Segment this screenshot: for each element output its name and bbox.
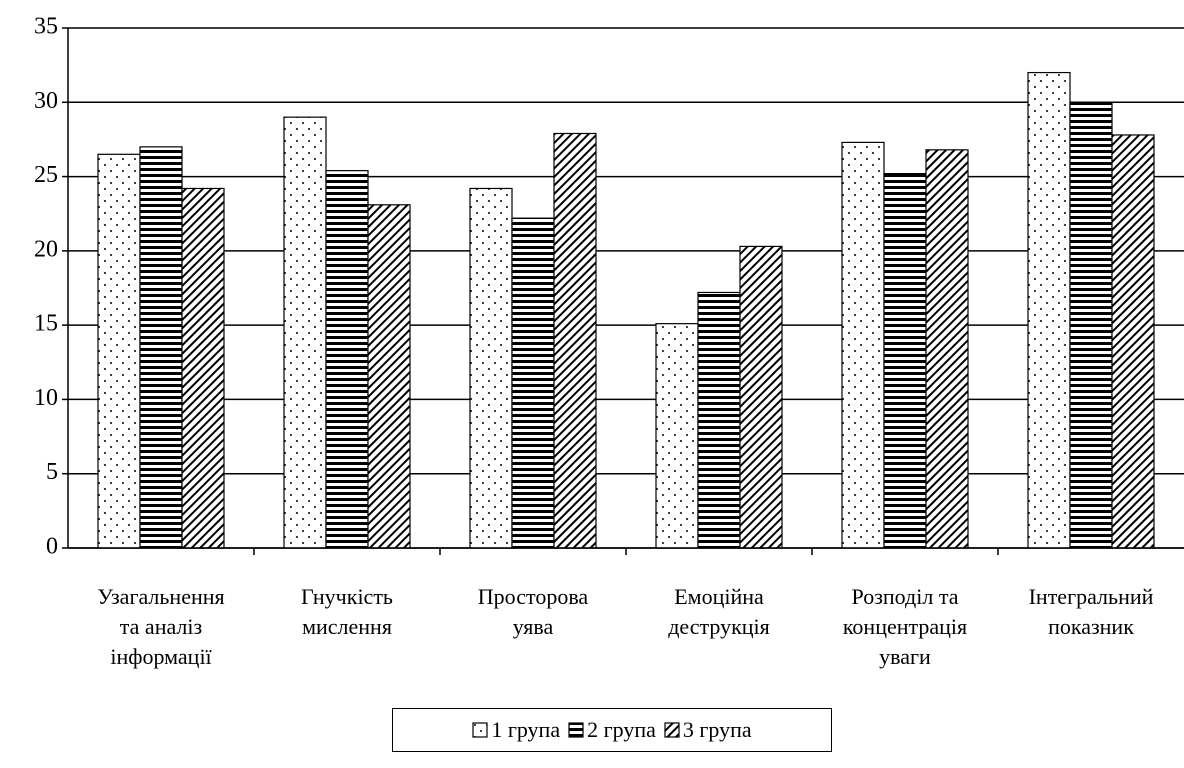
y-tick-label: 5 (46, 459, 58, 485)
y-tick-label: 10 (34, 385, 58, 411)
legend-swatch-rect (664, 722, 680, 738)
bar (655, 323, 699, 549)
x-tick-label: Узагальнення та аналіз інформації (97, 584, 225, 669)
x-tick-label: Розподіл та концентрація уваги (842, 584, 968, 669)
bar (1069, 101, 1113, 549)
bar (181, 187, 225, 549)
bar (925, 149, 969, 549)
bar (469, 187, 513, 549)
bar (697, 291, 741, 549)
legend-swatch-rect (472, 722, 488, 738)
y-tick-label: 30 (34, 88, 58, 114)
legend-label: 1 група (491, 717, 561, 742)
y-tick-label: 35 (34, 14, 58, 40)
bar (511, 217, 555, 549)
bar (553, 132, 597, 549)
bar (367, 204, 411, 549)
x-tick-label: Інтегральний показник (1028, 584, 1154, 639)
bar (283, 116, 327, 549)
y-tick-label: 20 (34, 236, 58, 262)
legend-entry: 2 група (568, 717, 656, 743)
bar (97, 153, 141, 549)
x-tick-label: Просторова уява (477, 584, 589, 639)
y-tick-label: 25 (34, 162, 58, 188)
y-tick-label: 15 (34, 311, 58, 337)
x-tick-label: Емоційна деструкція (668, 584, 770, 639)
legend-swatch (568, 722, 584, 738)
legend-entry: 1 група (472, 717, 560, 743)
legend-label: 2 група (587, 717, 656, 742)
legend-entry: 3 група (664, 717, 752, 743)
legend-swatch (472, 722, 488, 738)
bar (1027, 71, 1071, 549)
bar (841, 141, 885, 549)
legend-swatch-rect (568, 722, 584, 738)
y-tick-label: 0 (46, 534, 58, 560)
bar (883, 173, 927, 549)
bar (1111, 134, 1155, 549)
bar (739, 245, 783, 549)
legend: 1 група 2 група 3 група (392, 708, 832, 752)
bar (325, 170, 369, 549)
x-tick-label: Гнучкість мислення (301, 584, 393, 639)
bar (139, 146, 183, 549)
legend-swatch (664, 722, 680, 738)
legend-label: 3 група (682, 717, 752, 742)
